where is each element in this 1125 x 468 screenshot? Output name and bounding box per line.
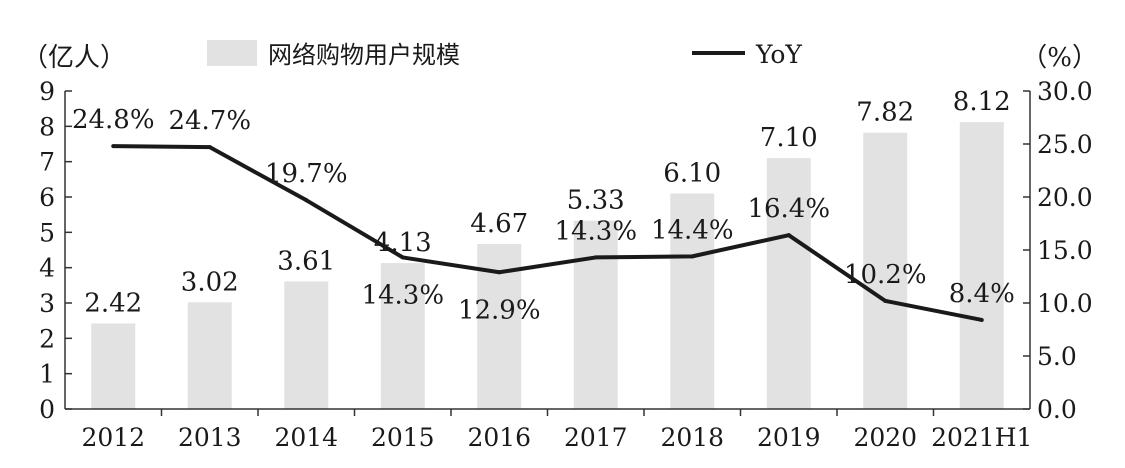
legend-line-label: YoY (755, 40, 802, 69)
yoy-value-label: 12.9% (458, 295, 541, 325)
bar-value-label: 5.33 (567, 186, 625, 216)
bar-value-label: 4.67 (470, 209, 528, 239)
yoy-value-label: 24.7% (168, 106, 251, 136)
bar-value-label: 8.12 (953, 87, 1011, 117)
left-tick-label: 6 (39, 183, 55, 212)
x-tick-label: 2012 (81, 423, 145, 452)
right-tick-label: 10.0 (1037, 289, 1093, 318)
bar-value-label: 2.42 (84, 288, 142, 318)
left-tick-label: 9 (39, 77, 55, 106)
yoy-value-label: 10.2% (844, 260, 927, 290)
yoy-point-2016 (497, 270, 502, 275)
bar-2015 (380, 263, 425, 409)
x-tick-label: 2015 (371, 423, 435, 452)
x-tick-label: 2021H1 (931, 423, 1032, 452)
bar-2018 (670, 193, 715, 409)
x-tick-label: 2013 (178, 423, 242, 452)
bar-value-label: 3.02 (181, 267, 239, 297)
left-tick-label: 2 (39, 324, 55, 353)
axes-layer: 0 1 2 3 4 5 6 7 8 9 0.0 5.0 10.0 15.0 20.0 25.0 30.0 2012… (39, 77, 1093, 452)
bar-2014 (284, 281, 329, 409)
x-tick-label: 2014 (274, 423, 338, 452)
yoy-point-2019 (786, 233, 791, 238)
legend-bar-label: 网络购物用户规模 (268, 41, 460, 69)
bars-layer (91, 122, 1004, 410)
right-tick-label: 0.0 (1037, 395, 1077, 424)
left-tick-label: 8 (39, 112, 55, 141)
yoy-point-2018 (690, 254, 695, 259)
yoy-point-2012 (111, 144, 116, 149)
x-tick-label: 2016 (467, 423, 531, 452)
legend: 网络购物用户规模 YoY (207, 40, 802, 69)
right-tick-label: 30.0 (1037, 77, 1093, 106)
yoy-value-label: 8.4% (949, 279, 1015, 309)
yoy-point-2020 (883, 298, 888, 303)
bar-2020 (863, 132, 908, 409)
legend-bar-swatch (207, 40, 257, 66)
right-axis-unit-label: （%） (1021, 43, 1098, 73)
yoy-line (113, 144, 983, 322)
yoy-value-label: 14.3% (554, 216, 637, 246)
left-tick-label: 0 (39, 395, 55, 424)
right-tick-label: 15.0 (1037, 236, 1093, 265)
x-tick-label: 2018 (660, 423, 724, 452)
yoy-value-label: 14.4% (651, 215, 734, 245)
left-tick-label: 5 (39, 218, 55, 247)
bar-2021H1 (959, 122, 1004, 410)
x-tick-label: 2019 (757, 423, 821, 452)
bar-value-label: 7.82 (856, 98, 914, 128)
left-tick-label: 3 (39, 289, 55, 318)
left-tick-label: 4 (39, 254, 55, 283)
left-axis-unit-label: （亿人） (22, 43, 126, 73)
right-tick-label: 5.0 (1037, 342, 1077, 371)
bar-2012 (91, 323, 136, 409)
bar-2019 (766, 158, 811, 409)
yoy-point-2015 (400, 255, 405, 260)
yoy-value-label: 16.4% (747, 194, 830, 224)
right-tick-label: 25.0 (1037, 130, 1093, 159)
yoy-point-2014 (304, 198, 309, 203)
left-tick-label: 7 (39, 148, 55, 177)
bar-value-label: 4.13 (374, 228, 432, 258)
bar-2017 (573, 220, 618, 409)
yoy-line-layer (111, 144, 984, 322)
yoy-value-label: 24.8% (72, 105, 155, 135)
bar-value-label: 6.10 (663, 158, 721, 188)
yoy-value-label: 19.7% (265, 159, 348, 189)
yoy-point-2021H1 (979, 317, 984, 322)
right-tick-label: 20.0 (1037, 183, 1093, 212)
x-tick-label: 2017 (564, 423, 628, 452)
yoy-point-2017 (593, 255, 598, 260)
bar-value-label: 7.10 (760, 123, 818, 153)
yoy-point-2013 (207, 145, 212, 150)
bar-value-label: 3.61 (277, 246, 335, 276)
left-tick-label: 1 (39, 360, 55, 389)
x-tick-label: 2020 (853, 423, 917, 452)
bar-2013 (187, 302, 232, 409)
yoy-value-label: 14.3% (361, 280, 444, 310)
data-labels-layer: 2.42 3.02 3.61 4.13 4.67 5.33 6.10 7.10 7.82 8.12… (72, 87, 1015, 325)
